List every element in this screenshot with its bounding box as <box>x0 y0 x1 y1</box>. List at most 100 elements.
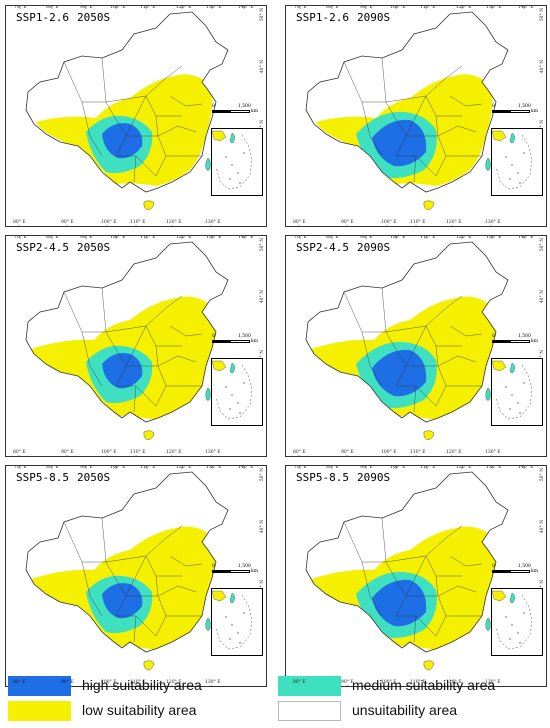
high-suitability-region <box>102 583 143 619</box>
hainan-island <box>143 430 155 441</box>
province-border <box>133 615 137 643</box>
period-label: 2050S <box>76 241 111 254</box>
longitude-tick-top: 80° E <box>46 5 59 10</box>
longitude-tick-bottom: 120° E <box>166 450 182 455</box>
latitude-tick: 40° N <box>540 519 546 534</box>
longitude-tick-top: 130° E <box>206 465 222 470</box>
period-label: 2050S <box>76 11 111 24</box>
longitude-tick-top: 80° E <box>46 465 59 470</box>
longitude-tick-top: 110° E <box>420 235 436 240</box>
longitude-tick-bottom: 90° E <box>61 450 74 455</box>
latitude-tick: 50° N <box>540 237 546 252</box>
province-border <box>81 331 103 387</box>
province-border <box>405 95 427 137</box>
province-border <box>413 385 417 413</box>
province-border <box>361 561 383 617</box>
province-border <box>449 325 483 337</box>
longitude-tick-top: 140° E <box>238 235 254 240</box>
province-border <box>413 155 417 183</box>
longitude-tick-bottom: 80° E <box>13 220 26 225</box>
longitude-tick-top: 130° E <box>486 465 502 470</box>
scale-end: 1,500 <box>518 334 531 339</box>
longitude-tick-bottom: 100° E <box>101 680 117 685</box>
longitude-tick-top: 140° E <box>518 235 534 240</box>
longitude-tick-top: 120° E <box>176 465 192 470</box>
high-suitability-region <box>372 119 427 167</box>
hainan-island <box>423 660 435 671</box>
legend-label-unsuitable: unsuitability area <box>352 702 458 718</box>
scenario-label: SSP1-2.6 <box>16 11 69 24</box>
longitude-tick-bottom: 90° E <box>341 220 354 225</box>
latitude-tick: 50° N <box>260 237 266 252</box>
province-border <box>133 385 137 413</box>
scale-end: 1,500 <box>238 334 251 339</box>
hainan-island <box>423 430 435 441</box>
scale-bar: 0 1,500 km <box>212 104 258 126</box>
scale-end: 1,500 <box>238 104 251 109</box>
longitude-tick-top: 120° E <box>456 235 472 240</box>
longitude-tick-bottom: 110° E <box>410 220 426 225</box>
province-border <box>169 95 203 107</box>
scale-bar: 0 1,500 km <box>492 564 538 586</box>
longitude-tick-bottom: 130° E <box>205 680 221 685</box>
longitude-tick-bottom: 100° E <box>381 680 397 685</box>
longitude-tick-top: 100° E <box>110 5 126 10</box>
longitude-tick-top: 70° E <box>14 235 27 240</box>
longitude-tick-bottom: 100° E <box>381 450 397 455</box>
scenario-label: SSP2-4.5 <box>296 241 349 254</box>
longitude-tick-top: 110° E <box>140 465 156 470</box>
longitude-tick-top: 130° E <box>206 5 222 10</box>
province-border <box>177 585 197 593</box>
longitude-tick-bottom: 120° E <box>446 220 462 225</box>
province-border <box>385 295 463 333</box>
south-china-sea-inset <box>491 128 543 196</box>
longitude-tick-top: 90° E <box>80 235 93 240</box>
latitude-tick: 40° N <box>260 59 266 74</box>
province-border <box>449 555 483 567</box>
taiwan-island <box>485 387 491 401</box>
longitude-tick-bottom: 90° E <box>341 450 354 455</box>
south-china-sea-inset <box>211 128 263 196</box>
longitude-tick-bottom: 80° E <box>293 220 306 225</box>
longitude-tick-top: 110° E <box>140 5 156 10</box>
map-panel: SSP5-8.5 2050S 70° E 80° E 90° E 100° E 110° E… <box>5 465 267 687</box>
scenario-label: SSP5-8.5 <box>296 471 349 484</box>
hainan-island <box>143 660 155 671</box>
province-border <box>177 355 197 363</box>
latitude-tick: 50° N <box>540 7 546 22</box>
longitude-tick-top: 90° E <box>360 465 373 470</box>
province-border <box>177 125 197 133</box>
longitude-tick-bottom: 90° E <box>61 220 74 225</box>
province-border <box>457 585 477 593</box>
map-panel: SSP2-4.5 2090S 70° E 80° E 90° E 100° E 110° E… <box>285 235 547 457</box>
province-border <box>343 61 386 103</box>
scale-bar: 0 1,500 km <box>492 334 538 356</box>
longitude-tick-top: 80° E <box>326 465 339 470</box>
longitude-tick-top: 130° E <box>486 5 502 10</box>
province-border <box>105 65 183 103</box>
scale-unit: km <box>531 339 538 344</box>
province-border <box>405 555 427 597</box>
period-label: 2090S <box>356 471 391 484</box>
china-map <box>18 466 245 686</box>
legend-swatch-unsuitable <box>278 701 341 721</box>
taiwan-island <box>205 617 211 631</box>
longitude-tick-bottom: 100° E <box>381 220 397 225</box>
scale-end: 1,500 <box>518 104 531 109</box>
legend-swatch-low <box>8 701 71 721</box>
province-border <box>63 521 106 563</box>
map-panel: SSP1-2.6 2090S 70° E 80° E 90° E 100° E 110° E… <box>285 5 547 227</box>
province-border <box>63 291 106 333</box>
longitude-tick-top: 120° E <box>456 465 472 470</box>
scale-bar: 0 1,500 km <box>492 104 538 126</box>
legend-label-medium: medium suitability area <box>352 677 496 693</box>
south-china-sea-inset <box>491 358 543 426</box>
legend-swatch-medium <box>278 676 341 696</box>
china-map <box>298 466 525 686</box>
longitude-tick-top: 90° E <box>360 235 373 240</box>
scale-bar-graphic <box>212 570 250 573</box>
map-panel: SSP1-2.6 2050S 70° E 80° E 90° E 100° E 110° E… <box>5 5 267 227</box>
province-border <box>457 125 477 133</box>
longitude-tick-top: 140° E <box>238 5 254 10</box>
longitude-tick-bottom: 110° E <box>130 450 146 455</box>
